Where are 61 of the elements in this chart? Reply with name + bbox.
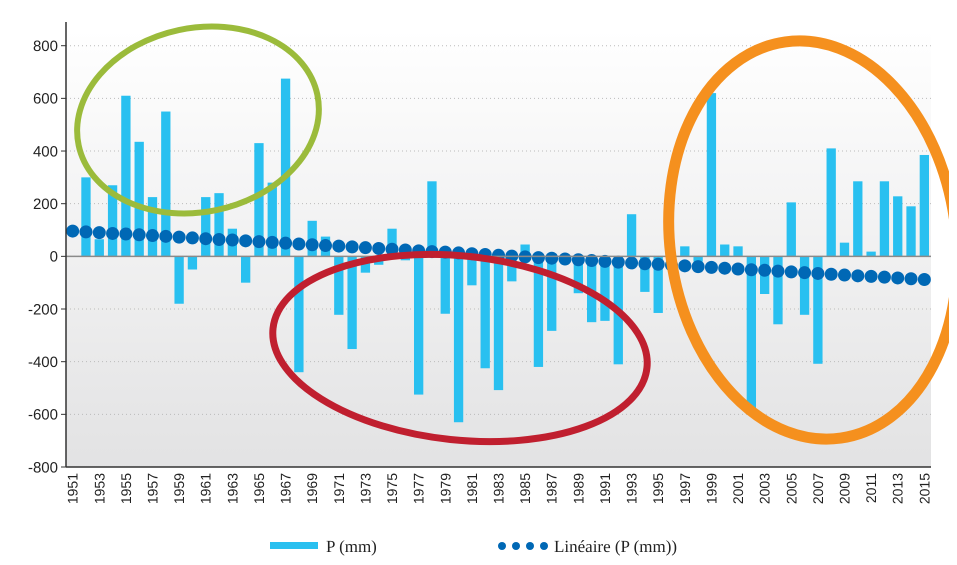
- bar: [240, 256, 250, 283]
- y-tick-label: 0: [50, 248, 58, 266]
- bar: [188, 256, 198, 270]
- bar: [826, 148, 836, 256]
- x-tick-label: 1973: [357, 472, 374, 504]
- bar: [706, 93, 716, 256]
- x-tick-label: 1965: [250, 472, 267, 504]
- x-tick-label: 2015: [916, 472, 932, 504]
- x-tick-label: 1991: [596, 472, 613, 504]
- x-tick-label: 1963: [224, 472, 240, 504]
- bar: [680, 246, 690, 256]
- x-tick-label: 1953: [91, 472, 108, 504]
- bar: [920, 154, 930, 256]
- bar: [414, 256, 424, 395]
- x-tick-label: 1957: [144, 472, 160, 504]
- x-tick-label: 1977: [410, 472, 427, 504]
- x-tick-label: 2007: [810, 472, 826, 504]
- x-tick-label: 1961: [198, 472, 214, 504]
- bar: [880, 181, 890, 256]
- y-tick-label: 400: [32, 143, 58, 160]
- y-tick-label: -400: [28, 354, 58, 371]
- x-tick-label: 1979: [437, 472, 454, 504]
- x-tick-label: 2011: [863, 472, 880, 504]
- x-tick-label: 1951: [64, 472, 81, 504]
- y-tick-label: -600: [28, 406, 58, 424]
- x-tick-label: 1981: [464, 472, 480, 504]
- bar: [906, 206, 916, 256]
- bar: [347, 256, 357, 350]
- x-tick-label: 2003: [756, 472, 773, 504]
- x-tick-label: 1955: [118, 472, 134, 504]
- bar: [720, 244, 730, 256]
- legend-label: P (mm): [326, 537, 377, 556]
- bar: [786, 202, 796, 256]
- x-tick-label: 1995: [650, 472, 666, 504]
- x-tick-label: 1987: [544, 472, 560, 504]
- bar: [853, 181, 862, 256]
- y-tick-label: 200: [32, 196, 58, 213]
- x-tick-label: 1999: [703, 472, 720, 504]
- x-tick-label: 1993: [624, 472, 640, 504]
- bar: [294, 256, 304, 372]
- bar: [893, 196, 902, 256]
- bar: [840, 242, 850, 256]
- y-tick-label: -200: [28, 301, 58, 318]
- bar: [174, 256, 184, 304]
- x-tick-label: 1985: [517, 472, 534, 504]
- x-tick-label: 2009: [836, 472, 852, 504]
- x-tick-label: 1989: [570, 472, 586, 504]
- y-tick-label: -800: [28, 459, 58, 476]
- y-tick-label: 800: [32, 38, 58, 55]
- x-tick-label: 1959: [171, 472, 188, 504]
- legend-label: Linéaire (P (mm)): [554, 537, 678, 556]
- x-tick-label: 1971: [330, 472, 347, 504]
- x-tick-label: 1975: [384, 472, 400, 504]
- x-tick-label: 1967: [278, 472, 294, 504]
- x-tick-label: 2013: [890, 472, 906, 504]
- x-tick-label: 2001: [730, 472, 746, 504]
- y-tick-label: 600: [32, 90, 58, 108]
- x-tick-label: 1983: [490, 472, 506, 504]
- x-tick-label: 1997: [676, 472, 693, 504]
- x-tick-label: 2005: [783, 472, 800, 504]
- x-tick-label: 1969: [304, 472, 320, 504]
